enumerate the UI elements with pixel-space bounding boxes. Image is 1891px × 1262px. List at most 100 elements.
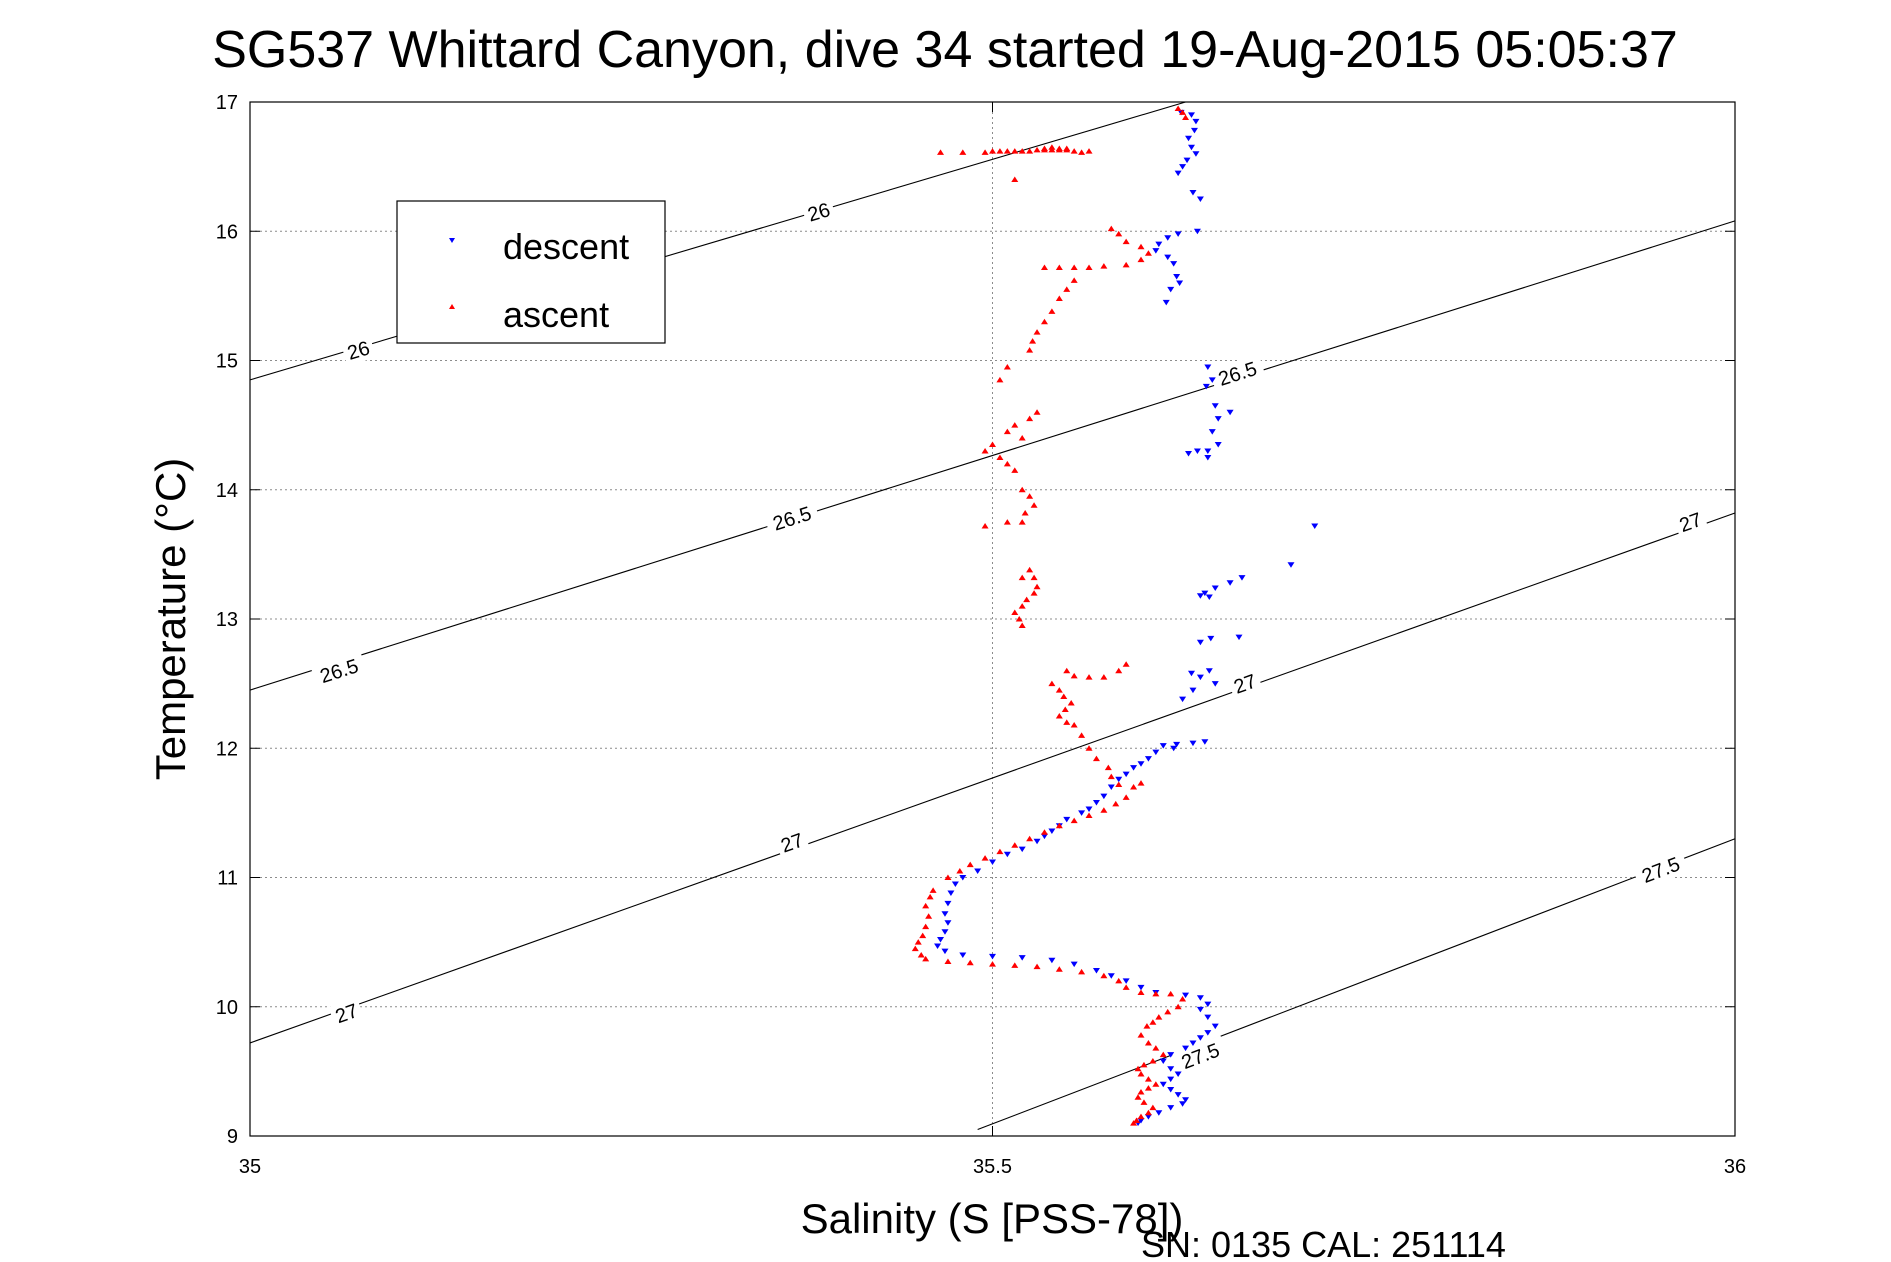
- ascent-point-89: [1085, 745, 1093, 751]
- legend-marker-descent: [449, 238, 455, 243]
- descent-point-106: [1182, 1045, 1190, 1052]
- ascent-point-145: [1134, 1065, 1142, 1072]
- ascent-point-81: [1055, 687, 1063, 693]
- ascent-point-18: [959, 149, 967, 155]
- axis-ticks: 35 35.5 36 9 10 11 12 13 14 15 16 17: [216, 92, 1746, 1178]
- ascent-point-19: [937, 149, 945, 155]
- ascent-point-119: [922, 955, 930, 962]
- descent-point-8: [1179, 164, 1187, 170]
- contour-label-bg-1-2: [1209, 354, 1266, 393]
- legend-label-descent: descent: [503, 226, 629, 267]
- descent-point-119: [1144, 1114, 1152, 1120]
- ascent-point-142: [1159, 1051, 1167, 1058]
- descent-point-51: [1179, 696, 1187, 703]
- descent-point-67: [1078, 810, 1086, 816]
- descent-point-22: [1176, 280, 1184, 286]
- x-tick-label-2: 36: [1724, 1156, 1746, 1178]
- descent-point-46: [1205, 668, 1213, 674]
- ascent-point-102: [1040, 829, 1048, 835]
- ascent-point-116: [914, 939, 922, 945]
- ascent-point-75: [1070, 672, 1078, 679]
- ascent-point-147: [1144, 1076, 1152, 1082]
- descent-point-102: [1211, 1023, 1219, 1030]
- ascent-point-83: [1067, 700, 1075, 706]
- descent-point-56: [1170, 745, 1178, 752]
- ascent-point-66: [1030, 574, 1038, 581]
- ascent-point-70: [1018, 603, 1026, 609]
- ascent-point-39: [1055, 295, 1063, 301]
- ascent-point-1: [1179, 109, 1187, 115]
- descent-point-72: [1033, 838, 1041, 845]
- legend-marker-ascent: [449, 304, 455, 309]
- ascent-point-79: [1122, 661, 1130, 667]
- x-axis-label: Salinity (S [PSS-78]): [801, 1195, 1184, 1242]
- ascent-point-118: [917, 952, 925, 958]
- descent-point-89: [1018, 955, 1026, 961]
- ascent-point-87: [1070, 721, 1078, 728]
- ascent-point-117: [911, 945, 919, 952]
- ascent-point-109: [944, 874, 952, 880]
- descent-point-9: [1174, 170, 1182, 177]
- descent-point-108: [1159, 1058, 1167, 1065]
- ascent-point-59: [1030, 502, 1038, 508]
- contour-line-0: [249, 101, 1186, 381]
- ascent-point-124: [1033, 963, 1041, 970]
- ascent-point-86: [1063, 719, 1071, 725]
- ascent-point-120: [944, 958, 952, 965]
- descent-point-97: [1182, 992, 1190, 999]
- ascent-point-78: [1115, 667, 1123, 674]
- descent-point-86: [941, 948, 949, 955]
- descent-point-90: [1048, 957, 1056, 964]
- ascent-point-51: [1018, 435, 1026, 441]
- ascent-point-131: [1152, 990, 1160, 997]
- ascent-point-95: [1137, 780, 1145, 786]
- contour-label-bg-2-1: [773, 826, 811, 859]
- contour-line-2: [249, 512, 1736, 1044]
- contour-label-bg-0-1: [800, 196, 837, 228]
- ascent-point-38: [1063, 286, 1071, 292]
- ascent-point-46: [996, 376, 1004, 383]
- descent-point-16: [1152, 248, 1160, 254]
- ascent-point-114: [922, 923, 930, 930]
- y-tick-label-1: 10: [216, 997, 238, 1019]
- descent-point-10: [1189, 189, 1197, 196]
- ascent-point-91: [1104, 764, 1112, 771]
- contour-label-bg-3-1: [1632, 849, 1690, 891]
- ascent-point-115: [919, 932, 927, 939]
- ascent-point-136: [1155, 1014, 1163, 1020]
- ascent-point-49: [1011, 422, 1019, 428]
- descent-point-19: [1173, 273, 1181, 280]
- contour-label-bg-2-2: [1226, 667, 1264, 700]
- descent-point-111: [1167, 1076, 1175, 1083]
- descent-point-39: [1211, 585, 1219, 591]
- contour-label-bg-3-0: [1171, 1035, 1229, 1077]
- ascent-point-55: [1003, 460, 1011, 467]
- descent-point-44: [1207, 635, 1215, 642]
- descent-point-68: [1063, 816, 1071, 823]
- ascent-point-47: [1033, 409, 1041, 415]
- descent-point-36: [1287, 562, 1295, 568]
- ascent-point-144: [1140, 1061, 1148, 1068]
- contour-label-bg-2-0: [328, 996, 365, 1030]
- ascent-point-105: [996, 848, 1004, 855]
- ascent-point-85: [1055, 712, 1063, 719]
- ascent-point-12: [1018, 148, 1026, 154]
- ascent-point-16: [989, 148, 996, 154]
- descent-point-80: [944, 900, 952, 907]
- descent-point-35: [1311, 523, 1319, 529]
- ascent-point-13: [1011, 148, 1019, 154]
- descent-point-6: [1192, 151, 1200, 157]
- descent-point-37: [1238, 575, 1246, 581]
- ascent-point-76: [1085, 674, 1093, 680]
- contour-label-bg-0-0: [340, 334, 377, 366]
- descent-point-23: [1204, 364, 1212, 370]
- descent-point-25: [1202, 383, 1210, 390]
- ascent-point-24: [1011, 176, 1019, 183]
- y-tick-label-7: 16: [216, 221, 238, 243]
- ascent-point-53: [981, 447, 989, 454]
- descent-point-32: [1193, 448, 1201, 454]
- ascent-point-135: [1164, 1008, 1172, 1015]
- ascent-point-84: [1061, 706, 1069, 712]
- ascent-point-35: [1055, 264, 1063, 270]
- y-axis-label: Temperature (°C): [147, 458, 194, 781]
